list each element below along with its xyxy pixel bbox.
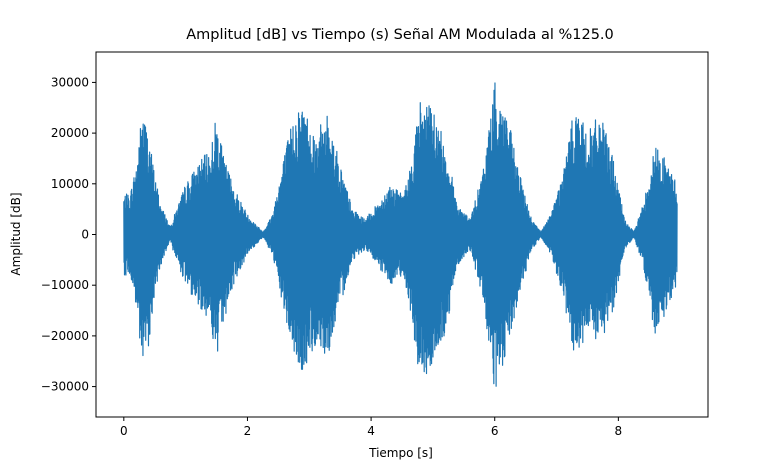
y-axis-ticks: −30000 −20000 −10000 0 10000 20000 30000	[41, 75, 96, 394]
x-tick-label: 2	[244, 424, 252, 438]
am-signal-series-line	[123, 82, 678, 387]
x-axis-label: Tiempo [s]	[368, 446, 433, 460]
y-tick-label: −10000	[41, 278, 89, 292]
y-tick-label: 0	[81, 228, 89, 242]
chart-title: Amplitud [dB] vs Tiempo (s) Señal AM Mod…	[186, 27, 614, 43]
x-axis-ticks: 0 2 4 6 8	[120, 417, 622, 438]
y-tick-label: 10000	[51, 177, 89, 191]
y-tick-label: −30000	[41, 380, 89, 394]
x-tick-label: 6	[491, 424, 499, 438]
y-tick-label: −20000	[41, 329, 89, 343]
x-tick-label: 8	[615, 424, 623, 438]
series-group	[123, 82, 678, 387]
y-tick-label: 30000	[51, 75, 89, 89]
y-tick-label: 20000	[51, 126, 89, 140]
x-tick-label: 0	[120, 424, 128, 438]
y-axis-label: Amplitud [dB]	[9, 192, 23, 275]
x-tick-label: 4	[367, 424, 375, 438]
